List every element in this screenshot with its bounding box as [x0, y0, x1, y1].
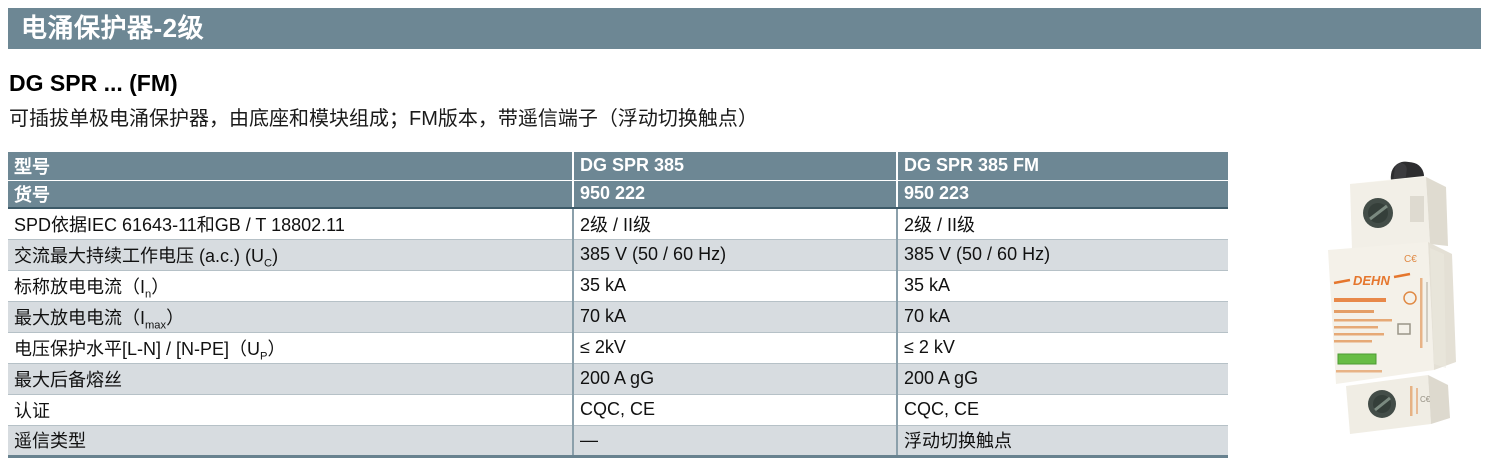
spec-value: 35 kA	[573, 270, 898, 302]
table-row: 电压保护水平[L-N] / [N-PE]（UP） ≤ 2kV ≤ 2 kV	[8, 332, 1228, 364]
spec-value: 2级 / II级	[573, 208, 898, 240]
spec-header-article-col2: 950 223	[897, 180, 1228, 209]
product-title: DG SPR ... (FM)	[9, 70, 178, 96]
spec-label: 标称放电电流（In）	[8, 270, 574, 302]
table-row-model: 型号 DG SPR 385 DG SPR 385 FM	[8, 152, 1228, 181]
table-row: 最大放电电流（Imax） 70 kA 70 kA	[8, 301, 1228, 333]
table-row-article-number: 货号 950 222 950 223	[8, 180, 1228, 209]
spec-label: 最大放电电流（Imax）	[8, 301, 574, 333]
spec-header-model-label: 型号	[8, 152, 574, 181]
svg-text:C€: C€	[1420, 395, 1431, 404]
spec-value: 70 kA	[573, 301, 898, 333]
spec-label: 交流最大持续工作电压 (a.c.) (UC)	[8, 239, 574, 271]
table-row: 交流最大持续工作电压 (a.c.) (UC) 385 V (50 / 60 Hz…	[8, 239, 1228, 271]
spec-value: 385 V (50 / 60 Hz)	[573, 239, 898, 271]
device-upper-terminal	[1350, 176, 1448, 250]
spec-header-model-col1: DG SPR 385	[573, 152, 898, 181]
spec-value: 385 V (50 / 60 Hz)	[897, 239, 1228, 271]
table-row: 最大后备熔丝 200 A gG 200 A gG	[8, 363, 1228, 395]
spec-label: 电压保护水平[L-N] / [N-PE]（UP）	[8, 332, 574, 364]
status-indicator-window	[1337, 353, 1377, 365]
table-row: 认证 CQC, CE CQC, CE	[8, 394, 1228, 426]
spec-value: 浮动切换触点	[897, 425, 1228, 458]
brand-logo: DEHN	[1353, 273, 1390, 288]
spec-value: 200 A gG	[897, 363, 1228, 395]
spec-header-model-col2: DG SPR 385 FM	[897, 152, 1228, 181]
ce-mark-icon: C€	[1404, 254, 1417, 265]
spec-label: SPD依据IEC 61643-11和GB / T 18802.11	[8, 208, 574, 240]
spec-value: 35 kA	[897, 270, 1228, 302]
spec-value: ≤ 2kV	[573, 332, 898, 364]
spec-value: ≤ 2 kV	[897, 332, 1228, 364]
product-photo: DEHN C€	[1328, 161, 1456, 434]
spec-value: CQC, CE	[573, 394, 898, 426]
spec-value: 200 A gG	[573, 363, 898, 395]
device-lower-terminal: C€	[1346, 375, 1450, 434]
spec-header-article-col1: 950 222	[573, 180, 898, 209]
section-title: 电涌保护器-2级	[21, 13, 205, 43]
spec-header-article-label: 货号	[8, 180, 574, 209]
spec-label: 遥信类型	[8, 425, 574, 458]
spec-value: CQC, CE	[897, 394, 1228, 426]
spec-label: 最大后备熔丝	[8, 363, 574, 395]
spec-value: 70 kA	[897, 301, 1228, 333]
spec-table: 型号 DG SPR 385 DG SPR 385 FM 货号 950 222 9…	[8, 152, 1228, 458]
section-header-bar: 电涌保护器-2级	[8, 8, 1481, 49]
spec-label: 认证	[8, 394, 574, 426]
spec-value: —	[573, 425, 898, 458]
table-row: 标称放电电流（In） 35 kA 35 kA	[8, 270, 1228, 302]
spec-value: 2级 / II级	[897, 208, 1228, 240]
table-row: 遥信类型 — 浮动切换触点	[8, 425, 1228, 458]
product-description: 可插拔单极电涌保护器，由底座和模块组成；FM版本，带遥信端子（浮动切换触点）	[9, 108, 758, 130]
table-row: SPD依据IEC 61643-11和GB / T 18802.11 2级 / I…	[8, 208, 1228, 240]
